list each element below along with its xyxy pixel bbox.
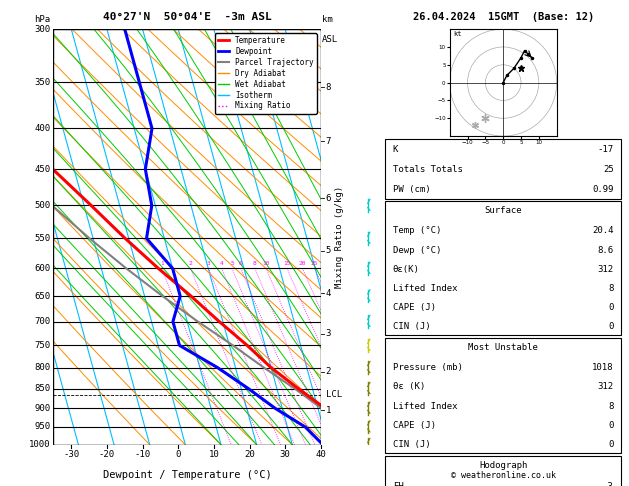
- Text: 800: 800: [34, 363, 50, 372]
- Text: 0: 0: [608, 322, 614, 331]
- Text: hPa: hPa: [34, 15, 50, 24]
- Bar: [386, 338, 621, 453]
- Text: 450: 450: [34, 165, 50, 174]
- Text: 8: 8: [253, 261, 257, 266]
- Text: 350: 350: [34, 78, 50, 87]
- Text: 5: 5: [230, 261, 234, 266]
- Legend: Temperature, Dewpoint, Parcel Trajectory, Dry Adiabat, Wet Adiabat, Isotherm, Mi: Temperature, Dewpoint, Parcel Trajectory…: [214, 33, 317, 114]
- Text: 6: 6: [326, 194, 331, 203]
- Text: Temp (°C): Temp (°C): [392, 226, 441, 235]
- Text: CIN (J): CIN (J): [392, 440, 430, 449]
- Text: km: km: [322, 15, 333, 24]
- Text: 650: 650: [34, 292, 50, 300]
- Text: 550: 550: [34, 234, 50, 243]
- Text: 20: 20: [299, 261, 306, 266]
- Text: CAPE (J): CAPE (J): [392, 303, 436, 312]
- Text: kt: kt: [454, 31, 462, 37]
- Text: © weatheronline.co.uk: © weatheronline.co.uk: [451, 471, 555, 480]
- Text: 1: 1: [326, 406, 331, 415]
- Text: θε(K): θε(K): [392, 265, 420, 274]
- Text: 0: 0: [175, 450, 181, 459]
- Text: 300: 300: [34, 25, 50, 34]
- Text: Dewp (°C): Dewp (°C): [392, 245, 441, 255]
- Text: 20: 20: [244, 450, 255, 459]
- Text: Totals Totals: Totals Totals: [392, 165, 463, 174]
- Text: K: K: [392, 145, 398, 154]
- Text: 500: 500: [34, 201, 50, 210]
- Text: 1: 1: [160, 261, 164, 266]
- Text: 0.99: 0.99: [592, 185, 614, 194]
- Text: 750: 750: [34, 341, 50, 350]
- Bar: [386, 456, 621, 486]
- Text: LCL: LCL: [326, 390, 342, 399]
- Text: PW (cm): PW (cm): [392, 185, 430, 194]
- Text: 40: 40: [315, 450, 326, 459]
- Text: Mixing Ratio (g/kg): Mixing Ratio (g/kg): [335, 186, 344, 288]
- Text: 312: 312: [598, 382, 614, 391]
- Bar: [386, 201, 621, 335]
- Text: 0: 0: [608, 421, 614, 430]
- Text: 600: 600: [34, 264, 50, 273]
- Text: 26.04.2024  15GMT  (Base: 12): 26.04.2024 15GMT (Base: 12): [413, 12, 594, 22]
- Text: 2: 2: [189, 261, 192, 266]
- Text: 4: 4: [326, 289, 331, 298]
- Text: 7: 7: [326, 137, 331, 146]
- Text: 400: 400: [34, 124, 50, 133]
- Text: θε (K): θε (K): [392, 382, 425, 391]
- Text: 25: 25: [311, 261, 318, 266]
- Text: 20.4: 20.4: [592, 226, 614, 235]
- Text: 8: 8: [608, 402, 614, 411]
- Text: -3: -3: [603, 482, 614, 486]
- Text: 5: 5: [326, 246, 331, 255]
- Text: CIN (J): CIN (J): [392, 322, 430, 331]
- Text: Surface: Surface: [484, 206, 522, 215]
- Text: 0: 0: [608, 440, 614, 449]
- Text: EH: EH: [392, 482, 404, 486]
- Text: 6: 6: [239, 261, 243, 266]
- Text: 900: 900: [34, 404, 50, 413]
- Text: 1018: 1018: [592, 363, 614, 372]
- Text: 8: 8: [326, 83, 331, 92]
- Text: -30: -30: [64, 450, 79, 459]
- Text: 850: 850: [34, 384, 50, 393]
- Text: Lifted Index: Lifted Index: [392, 402, 457, 411]
- Text: Hodograph: Hodograph: [479, 461, 527, 470]
- Text: 3: 3: [206, 261, 210, 266]
- Text: 2: 2: [326, 367, 331, 377]
- Text: -17: -17: [598, 145, 614, 154]
- Text: 4: 4: [220, 261, 223, 266]
- Text: 40°27'N  50°04'E  -3m ASL: 40°27'N 50°04'E -3m ASL: [103, 12, 272, 22]
- Text: CAPE (J): CAPE (J): [392, 421, 436, 430]
- Text: -10: -10: [135, 450, 150, 459]
- Text: 10: 10: [208, 450, 220, 459]
- Bar: [386, 139, 621, 199]
- Text: 700: 700: [34, 317, 50, 326]
- Text: 1000: 1000: [29, 440, 50, 449]
- Text: -20: -20: [99, 450, 115, 459]
- Text: 8.6: 8.6: [598, 245, 614, 255]
- Text: 25: 25: [603, 165, 614, 174]
- Text: 950: 950: [34, 422, 50, 432]
- Text: Lifted Index: Lifted Index: [392, 284, 457, 293]
- Text: Dewpoint / Temperature (°C): Dewpoint / Temperature (°C): [103, 469, 272, 480]
- Text: 8: 8: [608, 284, 614, 293]
- Text: Pressure (mb): Pressure (mb): [392, 363, 463, 372]
- Text: 10: 10: [262, 261, 270, 266]
- Text: 312: 312: [598, 265, 614, 274]
- Text: ASL: ASL: [322, 35, 338, 44]
- Text: 3: 3: [326, 329, 331, 338]
- Text: 0: 0: [608, 303, 614, 312]
- Text: 15: 15: [283, 261, 291, 266]
- Text: 30: 30: [280, 450, 291, 459]
- Text: Most Unstable: Most Unstable: [468, 343, 538, 352]
